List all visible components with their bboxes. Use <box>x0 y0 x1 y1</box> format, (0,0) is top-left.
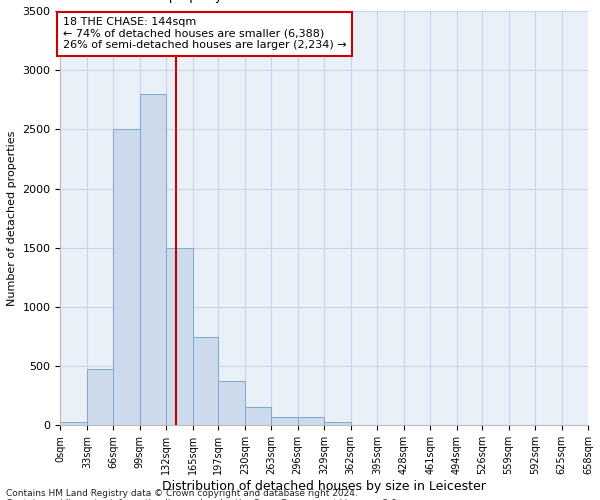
Text: 18 THE CHASE: 144sqm
← 74% of detached houses are smaller (6,388)
26% of semi-de: 18 THE CHASE: 144sqm ← 74% of detached h… <box>63 17 347 50</box>
Bar <box>324 422 350 426</box>
Text: Size of property relative to detached houses in Leicester: Size of property relative to detached ho… <box>122 0 478 4</box>
Text: Contains HM Land Registry data © Crown copyright and database right 2024.: Contains HM Land Registry data © Crown c… <box>6 488 358 498</box>
Y-axis label: Number of detached properties: Number of detached properties <box>7 130 17 306</box>
Bar <box>298 416 324 426</box>
X-axis label: Distribution of detached houses by size in Leicester: Distribution of detached houses by size … <box>162 480 486 493</box>
Bar <box>271 416 298 426</box>
Bar <box>87 368 113 426</box>
Bar <box>193 336 218 426</box>
Bar <box>113 130 140 426</box>
Bar <box>166 248 193 426</box>
Bar <box>140 94 166 426</box>
Text: Contains public sector information licensed under the Open Government Licence v3: Contains public sector information licen… <box>6 498 400 500</box>
Bar <box>61 422 87 426</box>
Bar <box>245 407 271 426</box>
Bar <box>218 381 245 426</box>
